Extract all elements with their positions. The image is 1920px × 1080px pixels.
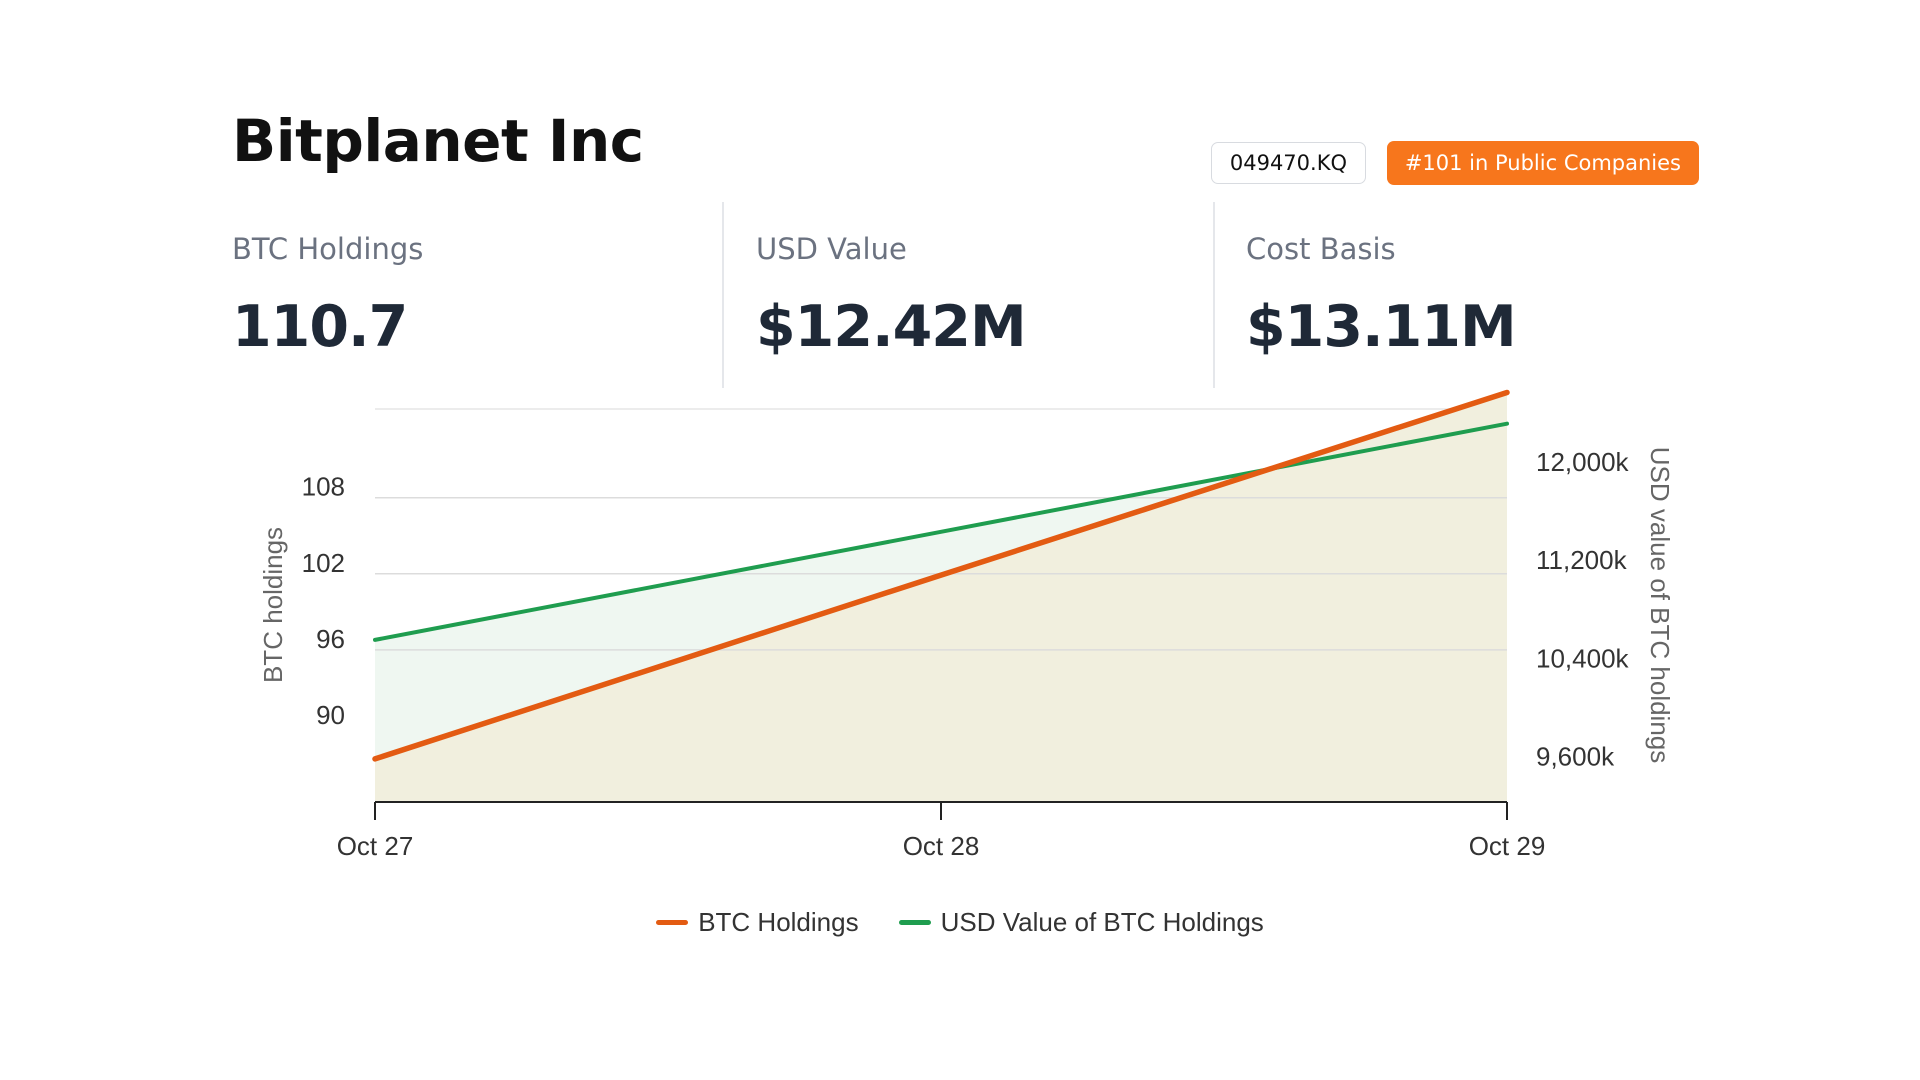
legend-swatch-btc xyxy=(656,919,689,925)
stat-divider xyxy=(1213,202,1215,388)
y-left-tick-label: 102 xyxy=(302,548,345,578)
stat-value: $12.42M xyxy=(756,294,1027,360)
y-left-tick-label: 96 xyxy=(316,624,345,654)
ticker-badge: 049470.KQ xyxy=(1210,142,1366,184)
x-tick-label: Oct 27 xyxy=(337,831,414,861)
stat-label: Cost Basis xyxy=(1246,232,1396,266)
legend-swatch-usd xyxy=(898,919,931,925)
area-btc-holdings xyxy=(375,392,1507,802)
x-tick-label: Oct 29 xyxy=(1469,831,1546,861)
y-right-tick-label: 10,400k xyxy=(1536,643,1630,673)
stat-label: BTC Holdings xyxy=(232,232,424,266)
x-tick-label: Oct 28 xyxy=(903,831,980,861)
legend-item-btc-holdings[interactable]: BTC Holdings xyxy=(656,906,859,938)
legend-label: BTC Holdings xyxy=(698,906,859,937)
stat-value: $13.11M xyxy=(1246,294,1517,360)
line-btc-holdings xyxy=(372,389,1510,762)
stat-value: 110.7 xyxy=(232,294,408,360)
y-left-tick-label: 90 xyxy=(316,700,345,730)
y-right-tick-label: 11,200k xyxy=(1536,545,1628,575)
y-right-tick-label: 12,000k xyxy=(1536,447,1630,477)
line-usd-value xyxy=(373,421,1509,642)
y-right-axis-title: USD value of BTC holdings xyxy=(1645,447,1675,763)
rank-badge[interactable]: #101 in Public Companies xyxy=(1386,141,1699,185)
legend-label: USD Value of BTC Holdings xyxy=(940,906,1264,937)
y-left-tick-label: 108 xyxy=(302,472,345,502)
page-title: Bitplanet Inc xyxy=(232,107,644,175)
stat-divider xyxy=(722,202,724,388)
y-right-tick-label: 9,600k xyxy=(1536,742,1615,772)
legend-item-usd-value[interactable]: USD Value of BTC Holdings xyxy=(898,906,1264,938)
y-left-axis-title: BTC holdings xyxy=(258,527,288,683)
stat-label: USD Value xyxy=(756,232,907,266)
chart-legend: BTC Holdings USD Value of BTC Holdings xyxy=(0,905,1920,939)
